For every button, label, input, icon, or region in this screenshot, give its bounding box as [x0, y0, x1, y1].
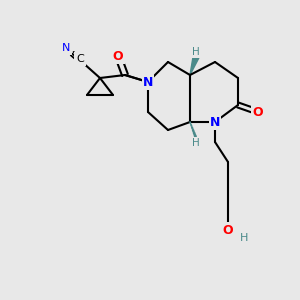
- Polygon shape: [190, 56, 199, 75]
- Text: N: N: [210, 116, 220, 128]
- Text: C: C: [76, 54, 84, 64]
- Text: N: N: [62, 43, 70, 53]
- Text: O: O: [223, 224, 233, 236]
- Text: H: H: [240, 233, 248, 243]
- Text: H: H: [192, 138, 200, 148]
- Text: N: N: [143, 76, 153, 88]
- Text: O: O: [253, 106, 263, 118]
- Text: O: O: [113, 50, 123, 62]
- Text: H: H: [192, 47, 200, 57]
